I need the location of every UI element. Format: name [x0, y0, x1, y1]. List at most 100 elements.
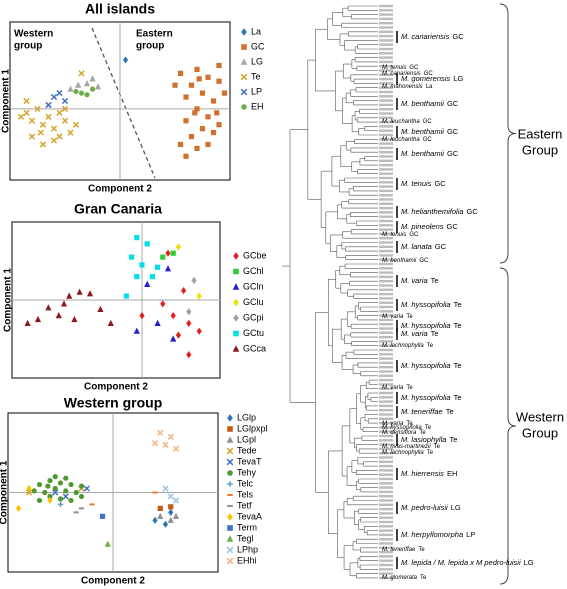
point	[56, 133, 63, 140]
leaf-label	[379, 181, 393, 184]
point	[177, 141, 184, 148]
group-label: Group	[522, 142, 558, 157]
point	[72, 121, 80, 128]
legend-label: GClu	[243, 297, 264, 307]
leaf-label	[379, 305, 393, 309]
leaf-label	[379, 275, 393, 279]
point	[122, 56, 129, 64]
leaf-label	[379, 443, 393, 446]
point	[175, 331, 181, 339]
point	[175, 243, 181, 251]
point	[123, 293, 129, 299]
island-code: GC	[452, 32, 464, 41]
island-code: GC	[409, 65, 419, 71]
leaf-label	[379, 378, 393, 382]
point	[157, 512, 164, 519]
species: M. herpyllomorpha	[401, 530, 463, 539]
point	[196, 327, 202, 335]
point	[167, 493, 174, 500]
leaf-label	[379, 202, 393, 205]
leaf-label	[379, 43, 393, 46]
group-label: Eastern	[518, 126, 563, 141]
leaf-label	[379, 464, 393, 468]
leaf-label	[379, 125, 393, 128]
point	[162, 520, 169, 528]
point	[186, 319, 192, 327]
island-code: GC	[467, 207, 479, 216]
island-code: La	[426, 84, 433, 90]
group-divider	[91, 27, 156, 179]
clade-label: M. benthamii GC	[401, 127, 459, 136]
point	[66, 292, 73, 299]
point	[57, 496, 64, 502]
leaf-label	[379, 426, 393, 429]
clade-label: M. hyssopifolia Te	[382, 425, 432, 431]
clade-label: M. hyssopifolia Te	[401, 321, 462, 330]
island-code: Te	[425, 425, 432, 431]
point	[186, 351, 192, 359]
clade-label: M. benthamii GC	[382, 258, 429, 264]
leaf-label	[379, 241, 393, 244]
species: M. tenuis	[382, 65, 406, 71]
point	[75, 81, 82, 88]
legend-label: GC	[251, 41, 265, 51]
legend-marker	[233, 330, 239, 337]
leaf-label	[379, 120, 393, 124]
legend-marker	[227, 426, 233, 432]
leaf-label	[379, 262, 393, 266]
island-code: EH	[447, 469, 457, 478]
leaf-label	[379, 116, 393, 119]
island-code: GC	[409, 232, 419, 238]
leaf-label	[379, 335, 393, 339]
point	[168, 508, 174, 516]
annotation: Western	[14, 29, 53, 40]
island-code: GC	[434, 179, 446, 188]
legend-marker	[241, 104, 247, 110]
point	[56, 89, 63, 97]
point	[160, 254, 166, 260]
point	[149, 274, 155, 280]
point	[181, 287, 187, 295]
point	[216, 62, 222, 69]
island-code: Te	[431, 329, 439, 338]
point	[216, 78, 222, 84]
point	[28, 117, 36, 124]
island-code: Te	[419, 430, 426, 436]
point	[61, 105, 69, 113]
leaf-label	[379, 529, 393, 532]
point	[47, 493, 53, 500]
point	[62, 493, 69, 500]
leaf-label	[379, 542, 393, 545]
legend-marker	[226, 557, 234, 565]
leaf-label	[379, 267, 393, 270]
species: M. canariensis	[401, 32, 450, 41]
point	[157, 505, 163, 511]
clade-label: M. lachnophylla Te	[382, 343, 434, 349]
leaf-label	[379, 224, 393, 227]
point	[36, 497, 43, 504]
point	[78, 493, 85, 500]
island-code: LP	[466, 530, 475, 539]
species: M. lachnophylla	[382, 450, 424, 456]
legend-label: TevaT	[237, 456, 262, 466]
leaf-label	[379, 525, 393, 528]
legend-label: Tels	[237, 489, 254, 499]
species: M. lasiophylla	[401, 435, 446, 444]
point	[194, 145, 200, 151]
y-axis-label: Component 1	[0, 460, 10, 524]
leaf-label	[379, 456, 393, 459]
leaf-label	[379, 30, 393, 33]
point	[57, 480, 64, 486]
clade-label: M. helianthemifolia GC	[401, 207, 478, 216]
clade-label: M. mahonensis La	[382, 84, 433, 90]
leaf-label	[379, 146, 393, 150]
leaf-label	[379, 215, 393, 218]
legend-marker	[226, 546, 234, 554]
legend-marker	[233, 298, 239, 307]
point	[205, 141, 211, 148]
leaf-label	[379, 47, 393, 51]
clade-label: M. lepida / M. lepida x M pedro-luisii LG	[401, 558, 534, 567]
point	[36, 481, 43, 488]
clade-label: M. varia Te	[401, 329, 439, 338]
leaf-label	[379, 550, 393, 554]
